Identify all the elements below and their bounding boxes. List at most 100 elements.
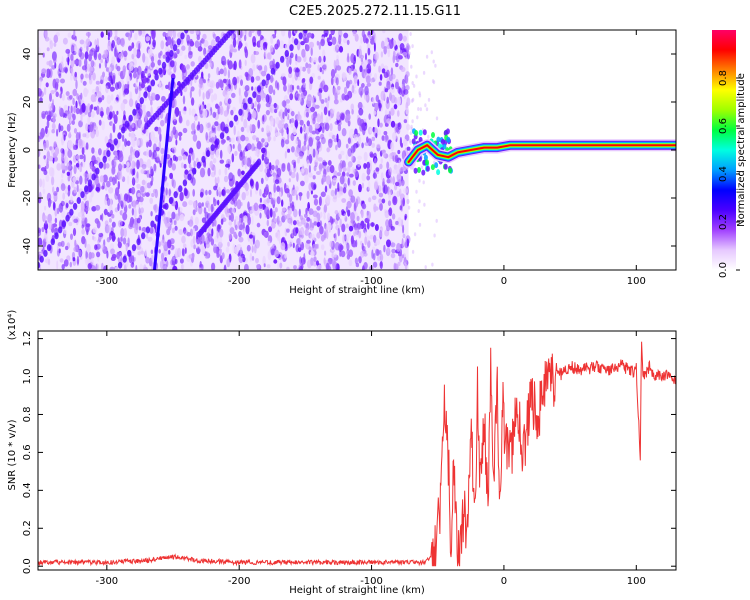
noise-speck (111, 160, 115, 166)
noise-speck (390, 226, 395, 231)
noise-speck (378, 250, 382, 255)
noise-speck (56, 186, 60, 193)
noise-speck (405, 74, 409, 84)
noise-speck (75, 79, 78, 90)
noise-speck (316, 260, 319, 266)
noise-speck (304, 174, 309, 184)
streak-segment (95, 167, 100, 175)
noise-speck (150, 92, 156, 101)
noise-speck (230, 137, 235, 143)
noise-speck (424, 103, 427, 108)
noise-speck (244, 96, 248, 103)
noise-speck (69, 261, 73, 268)
ridge-blob (423, 154, 428, 161)
noise-speck (415, 74, 418, 79)
y-tick-label: 0.4 (22, 482, 33, 498)
noise-speck (299, 236, 303, 245)
noise-speck (310, 146, 314, 157)
noise-speck (323, 84, 329, 93)
streak-segment (113, 138, 119, 146)
noise-speck (385, 134, 389, 141)
noise-speck (198, 55, 202, 63)
noise-speck (302, 126, 305, 132)
noise-speck (96, 38, 100, 48)
noise-speck (128, 165, 132, 175)
noise-speck (84, 217, 88, 225)
noise-speck (350, 145, 356, 154)
noise-speck (387, 49, 391, 58)
noise-speck (100, 58, 103, 64)
noise-speck (106, 237, 111, 243)
noise-speck (199, 167, 206, 178)
noise-speck (318, 55, 322, 63)
noise-speck (305, 126, 310, 135)
noise-speck (234, 150, 238, 157)
noise-speck (313, 111, 318, 119)
noise-speck (293, 67, 298, 73)
noise-speck (45, 110, 48, 115)
streak-segment (256, 158, 262, 166)
noise-speck (130, 131, 135, 142)
noise-speck (231, 153, 235, 163)
noise-speck (360, 90, 363, 98)
noise-speck (223, 264, 227, 270)
noise-speck (51, 129, 55, 134)
noise-speck (90, 252, 95, 259)
noise-speck (312, 194, 318, 199)
noise-speck (332, 196, 338, 203)
noise-speck (398, 33, 403, 42)
noise-speck (171, 255, 177, 266)
noise-speck (105, 163, 110, 169)
noise-speck (150, 106, 153, 116)
noise-speck (367, 35, 372, 40)
noise-speck (211, 125, 215, 131)
noise-speck (293, 208, 298, 218)
noise-speck (131, 122, 135, 129)
noise-speck (134, 32, 138, 41)
streak-segment (178, 185, 183, 193)
noise-speck (390, 73, 396, 80)
noise-speck (243, 118, 248, 129)
noise-speck (280, 258, 283, 263)
noise-speck (341, 128, 347, 137)
noise-speck (267, 250, 272, 261)
ridge-blob (425, 159, 429, 166)
noise-speck (91, 265, 96, 270)
noise-speck (184, 54, 188, 60)
noise-speck (246, 125, 250, 133)
noise-speck (146, 111, 151, 118)
noise-speck (310, 181, 314, 188)
noise-speck (358, 48, 362, 59)
noise-speck (46, 61, 51, 66)
noise-speck (361, 203, 367, 210)
streak-segment (91, 173, 96, 181)
noise-speck (234, 246, 239, 255)
noise-speck (111, 164, 116, 175)
noise-speck (243, 109, 249, 119)
noise-speck (124, 138, 128, 147)
noise-speck (200, 104, 204, 111)
noise-speck (101, 94, 105, 101)
noise-speck (277, 259, 280, 270)
noise-speck (62, 157, 65, 164)
noise-speck (108, 187, 114, 194)
noise-speck (223, 67, 227, 77)
y-tick-label: 0 (22, 147, 33, 153)
noise-speck (236, 199, 242, 210)
noise-speck (400, 166, 404, 172)
noise-speck (411, 166, 415, 170)
noise-speck (39, 97, 43, 103)
noise-speck (82, 133, 87, 138)
noise-speck (61, 93, 65, 101)
noise-speck (380, 158, 383, 164)
noise-speck (74, 35, 77, 42)
noise-speck (233, 60, 237, 71)
noise-speck (400, 66, 406, 72)
noise-speck (251, 143, 255, 152)
noise-speck (321, 137, 326, 145)
noise-speck (227, 241, 230, 247)
noise-speck (402, 233, 406, 239)
noise-speck (90, 110, 95, 118)
noise-speck (59, 61, 64, 72)
noise-speck (38, 229, 41, 237)
